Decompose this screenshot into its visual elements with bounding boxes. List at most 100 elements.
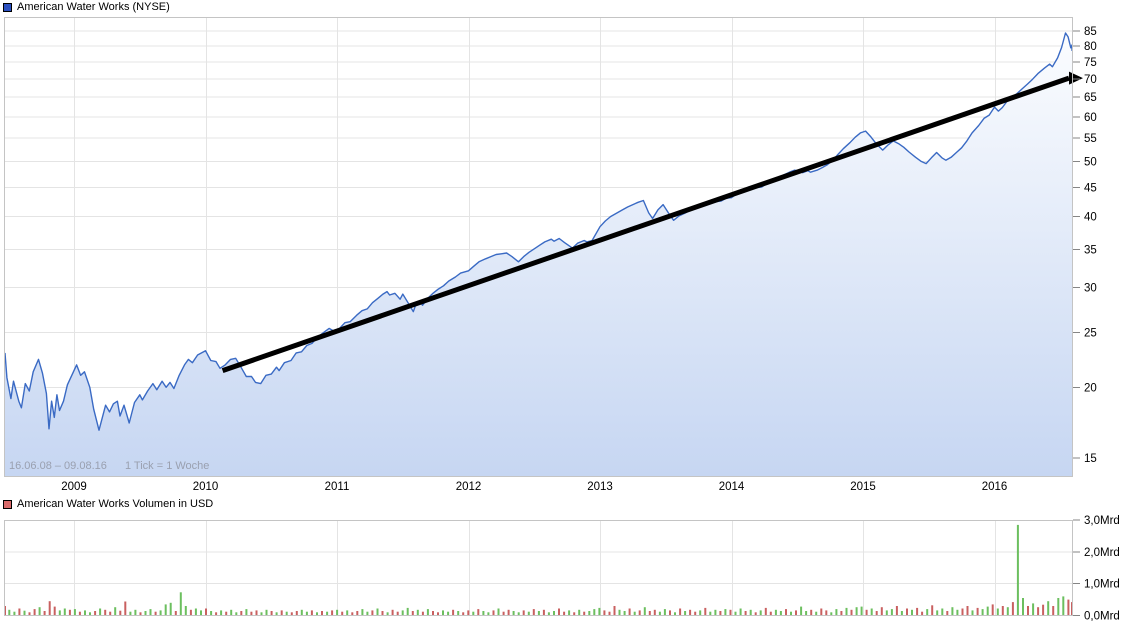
volume-bar: [411, 611, 414, 616]
volume-chart-legend: American Water Works Volumen in USD: [3, 498, 213, 510]
volume-bar: [916, 607, 919, 616]
volume-bar: [124, 601, 127, 616]
volume-bar: [679, 608, 682, 616]
volume-bar: [663, 609, 666, 616]
volume-bar: [18, 608, 21, 616]
volume-bar: [613, 606, 616, 616]
volume-bar: [366, 611, 369, 616]
volume-bar: [179, 592, 182, 616]
svg-text:80: 80: [1084, 41, 1097, 53]
volume-bar: [270, 611, 273, 616]
volume-bar: [13, 611, 16, 616]
volume-bar: [457, 611, 460, 616]
volume-bar: [482, 611, 485, 616]
volume-bar: [507, 609, 510, 616]
volume-bar: [558, 608, 560, 616]
volume-bar: [477, 609, 480, 616]
svg-text:50: 50: [1084, 157, 1097, 169]
volume-bar: [638, 610, 641, 616]
volume-bar: [341, 611, 344, 616]
svg-text:2016: 2016: [982, 481, 1008, 493]
volume-bars: [4, 524, 1073, 616]
volume-bar: [895, 606, 898, 616]
volume-bar: [421, 611, 424, 616]
volume-bar: [1062, 596, 1065, 616]
price-series-swatch-icon: [3, 2, 12, 12]
volume-bar: [210, 611, 213, 616]
volume-bar: [779, 611, 782, 616]
volume-bar: [351, 612, 354, 616]
volume-bar: [300, 609, 303, 616]
svg-text:0,0Mrd: 0,0Mrd: [1084, 611, 1120, 623]
volume-bar: [184, 606, 187, 616]
volume-bar: [472, 611, 475, 616]
volume-bar: [331, 610, 334, 616]
price-y-axis: 15 20 25 30 35 40 45 50 55 60 65 70 75 80 85: [1073, 26, 1097, 465]
volume-bar: [714, 609, 717, 616]
volume-bar: [452, 609, 455, 616]
volume-bar: [608, 611, 611, 616]
volume-bar: [467, 610, 470, 616]
trend-line: [221, 75, 1070, 373]
volume-bar: [865, 609, 868, 616]
volume-bar: [618, 609, 621, 616]
volume-bar: [1006, 607, 1009, 616]
volume-bar: [855, 607, 858, 616]
volume-bar: [58, 610, 61, 616]
tick-interval-label: 1 Tick = 1 Woche: [124, 460, 210, 472]
volume-bar: [593, 609, 596, 616]
volume-bar: [719, 611, 722, 616]
volume-bar: [870, 608, 873, 616]
volume-bar: [391, 609, 394, 616]
volume-bar: [502, 611, 505, 616]
volume-chart-title: American Water Works Volumen in USD: [17, 498, 214, 510]
volume-bar: [1052, 606, 1055, 616]
svg-text:30: 30: [1084, 283, 1097, 295]
volume-bar: [643, 607, 646, 616]
volume-bar: [73, 609, 76, 616]
volume-bar: [220, 610, 223, 616]
volume-bar: [316, 612, 318, 616]
volume-bar: [800, 606, 803, 616]
volume-bar: [492, 610, 495, 616]
volume-bar: [966, 606, 969, 616]
svg-text:20: 20: [1084, 382, 1097, 394]
svg-text:35: 35: [1084, 245, 1097, 257]
volume-bar: [1001, 606, 1004, 616]
volume-bar: [547, 612, 550, 616]
volume-bar: [553, 611, 555, 616]
volume-bar: [245, 609, 248, 616]
volume-bar: [588, 611, 591, 616]
volume-bar: [996, 608, 999, 616]
svg-text:15: 15: [1084, 453, 1097, 465]
volume-bar: [890, 609, 893, 616]
volume-bar: [89, 612, 91, 616]
volume-bar: [487, 612, 490, 616]
volume-bar: [568, 610, 571, 616]
volume-bar: [174, 611, 177, 616]
volume-bar: [936, 610, 939, 616]
volume-bar: [416, 609, 419, 616]
x-axis-year-labels: 2009 2010 2011 2012 2013 2014 2015 2016: [61, 481, 1007, 493]
volume-bar: [921, 611, 924, 616]
svg-text:25: 25: [1084, 327, 1097, 339]
svg-text:2014: 2014: [719, 481, 745, 493]
svg-text:2,0Mrd: 2,0Mrd: [1084, 547, 1120, 559]
volume-bar: [84, 610, 86, 616]
volume-bar: [200, 610, 202, 616]
volume-bar: [785, 609, 787, 616]
volume-bar: [900, 611, 903, 616]
volume-bar: [265, 609, 268, 616]
volume-bar: [835, 609, 838, 616]
volume-bar: [744, 611, 747, 616]
volume-bar: [260, 612, 263, 616]
volume-bar: [1047, 601, 1050, 616]
volume-bar: [275, 612, 278, 616]
volume-bar: [285, 611, 288, 616]
svg-text:2009: 2009: [61, 481, 87, 493]
volume-bar: [240, 611, 243, 616]
volume-bar: [189, 609, 192, 616]
volume-bar: [512, 611, 515, 616]
volume-bar: [603, 610, 606, 616]
